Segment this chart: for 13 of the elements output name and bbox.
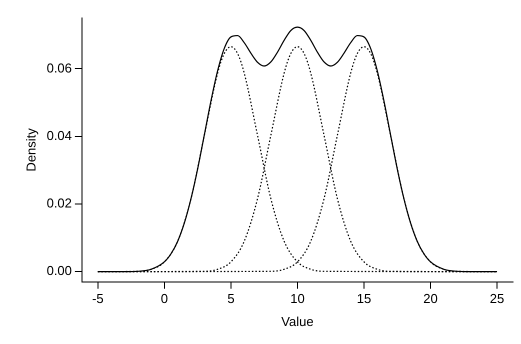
x-tick-label: -5 xyxy=(92,291,104,306)
y-axis-title: Density xyxy=(23,128,38,172)
y-tick-label: 0.04 xyxy=(46,128,72,143)
x-tick-label: 5 xyxy=(227,291,235,306)
x-tick-label: 20 xyxy=(423,291,438,306)
x-axis-title: Value xyxy=(281,314,314,329)
x-tick-label: 15 xyxy=(356,291,372,306)
x-tick-label: 25 xyxy=(490,291,504,306)
x-tick-label: 0 xyxy=(160,291,168,306)
x-tick-label: 10 xyxy=(290,291,305,306)
y-tick-label: 0.06 xyxy=(46,60,72,76)
y-tick-label: 0.00 xyxy=(46,263,72,278)
y-tick-label: 0.02 xyxy=(46,196,72,211)
